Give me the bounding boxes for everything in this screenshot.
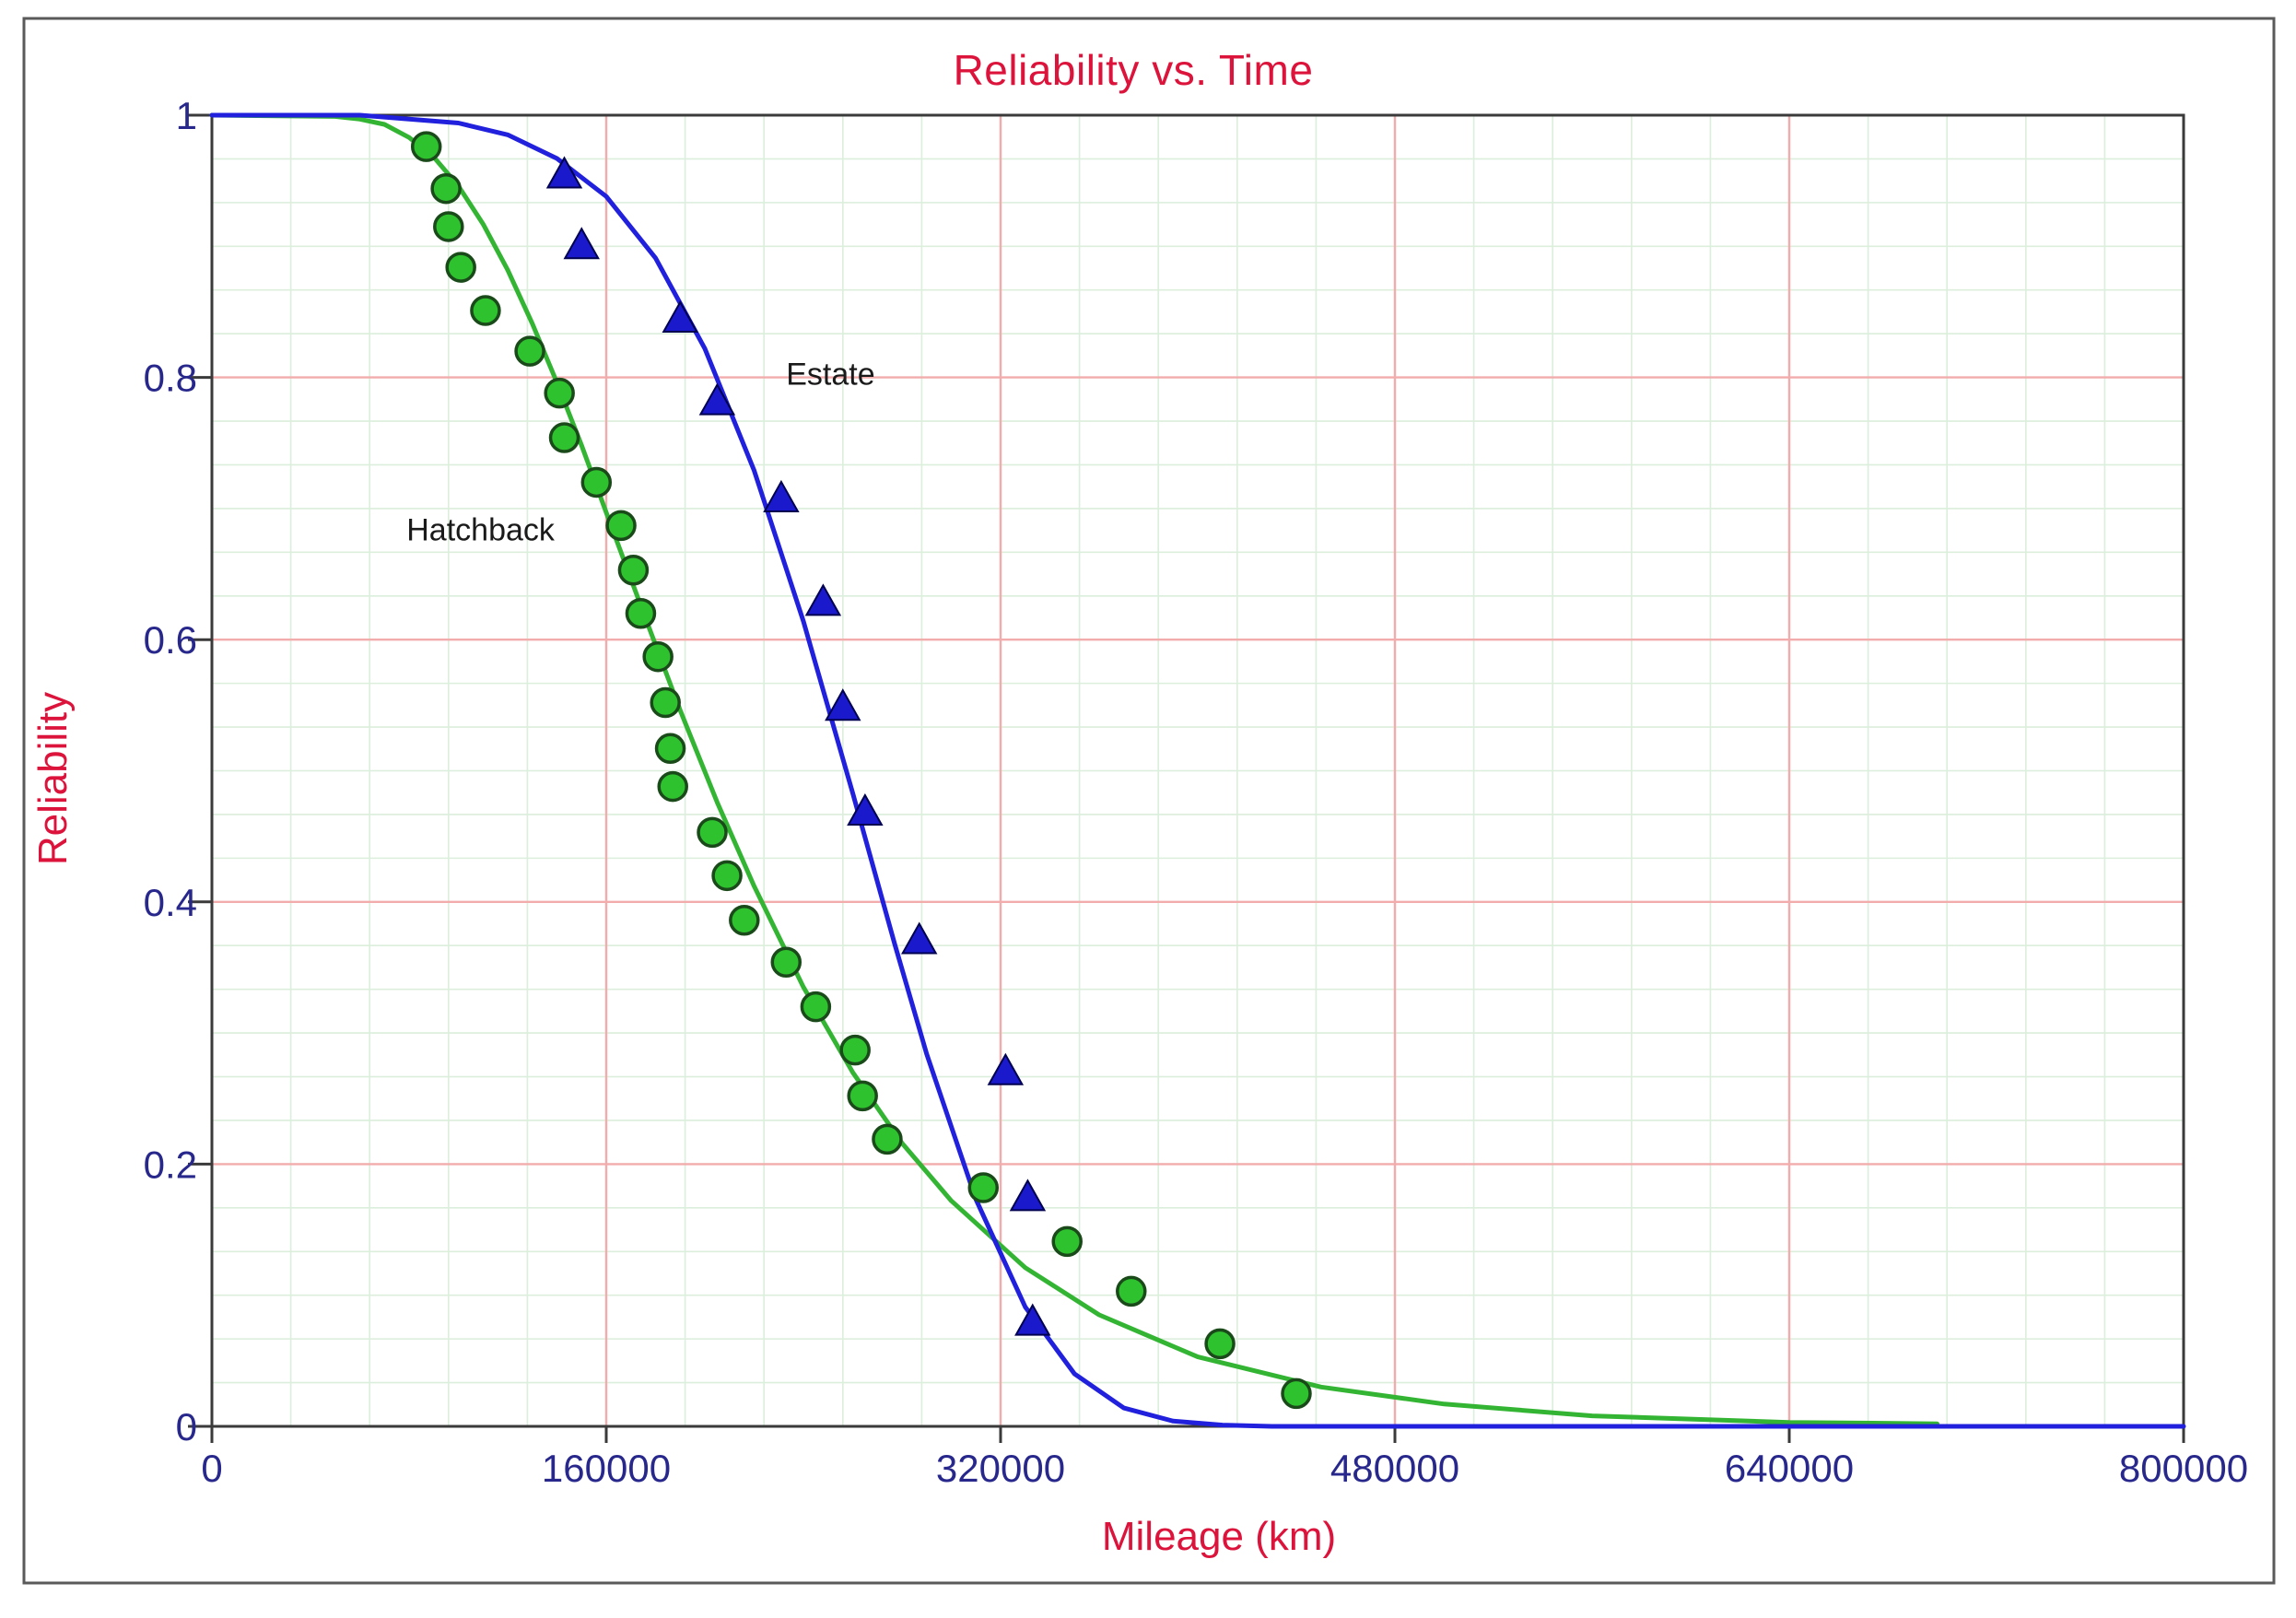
- hatchback-point: [1204, 1328, 1236, 1360]
- estate-point: [987, 1052, 1025, 1085]
- hatchback-point: [410, 131, 442, 162]
- hatchback-point: [548, 422, 580, 453]
- x-tick-label: 640000: [1725, 1447, 1854, 1490]
- series-annotations: Estate Hatchback: [406, 357, 874, 547]
- hatchback-point: [617, 555, 650, 586]
- outer-border: [22, 17, 2276, 1585]
- hatchback-point: [800, 991, 832, 1023]
- x-tick-label: 800000: [2119, 1447, 2248, 1490]
- axis-ticks: [188, 113, 2185, 1443]
- hatchback-point: [654, 733, 686, 765]
- hatchback-point: [847, 1080, 878, 1112]
- hatchback-point: [430, 172, 462, 205]
- hatchback-point: [642, 640, 674, 673]
- hatchback-point: [967, 1172, 1000, 1203]
- hatchback-point: [1116, 1275, 1147, 1307]
- estate-curve: [209, 112, 2186, 1429]
- hatchback-point: [433, 211, 464, 242]
- hatchback-point: [544, 377, 575, 409]
- annotation-hatchback-label: Hatchback: [406, 513, 556, 548]
- y-tick-label: 0.2: [144, 1143, 197, 1186]
- plot-box: [210, 113, 2185, 1428]
- x-tick-label: 160000: [542, 1447, 671, 1490]
- y-tick-label: 0.6: [144, 618, 197, 662]
- estate-point: [847, 792, 884, 827]
- estate-point: [901, 921, 938, 955]
- tick-labels: 0 160000 320000 480000 640000 800000 0 0.2 0.4 0.…: [144, 94, 2248, 1490]
- y-axis-title: Reliability: [30, 692, 76, 865]
- hatchback-point: [697, 816, 728, 849]
- estate-point: [763, 479, 800, 512]
- y-tick-label: 1: [176, 94, 197, 137]
- hatchback-point: [1051, 1225, 1083, 1258]
- estate-point: [563, 227, 600, 260]
- annotation-estate-label: Estate: [786, 357, 874, 392]
- x-tick-label: 320000: [936, 1447, 1065, 1490]
- hatchback-point: [770, 946, 802, 979]
- y-tick-label: 0.8: [144, 357, 197, 400]
- estate-point: [1014, 1303, 1051, 1336]
- chart-title: Reliability vs. Time: [954, 46, 1314, 94]
- estate-point: [1009, 1178, 1047, 1212]
- hatchback-point: [729, 904, 760, 936]
- hatchback-point: [514, 335, 545, 367]
- hatchback-point: [872, 1123, 903, 1155]
- y-tick-label: 0.4: [144, 881, 197, 924]
- hatchback-point: [605, 510, 637, 542]
- estate-point: [825, 688, 861, 721]
- x-tick-label: 0: [201, 1447, 222, 1490]
- hatchback-point: [470, 295, 501, 326]
- hatchback-point: [580, 466, 613, 498]
- hatchback-point: [839, 1034, 871, 1066]
- estate-point: [698, 382, 736, 416]
- x-tick-label: 480000: [1330, 1447, 1459, 1490]
- data-markers: [410, 131, 1312, 1410]
- hatchback-point: [625, 597, 657, 629]
- minor-gridlines: [212, 115, 2184, 1426]
- y-tick-label: 0: [176, 1405, 197, 1448]
- hatchback-point: [650, 686, 681, 719]
- estate-point: [545, 156, 583, 189]
- plot-border: [210, 113, 2185, 1428]
- estate-point: [662, 299, 698, 333]
- hatchback-point: [657, 770, 688, 803]
- hatchback-point: [445, 252, 476, 283]
- x-axis-title: Mileage (km): [1102, 1514, 1336, 1559]
- hatchback-point: [711, 860, 743, 892]
- estate-point: [804, 583, 842, 616]
- major-gridlines: [212, 115, 2184, 1439]
- hatchback-point: [1281, 1378, 1312, 1410]
